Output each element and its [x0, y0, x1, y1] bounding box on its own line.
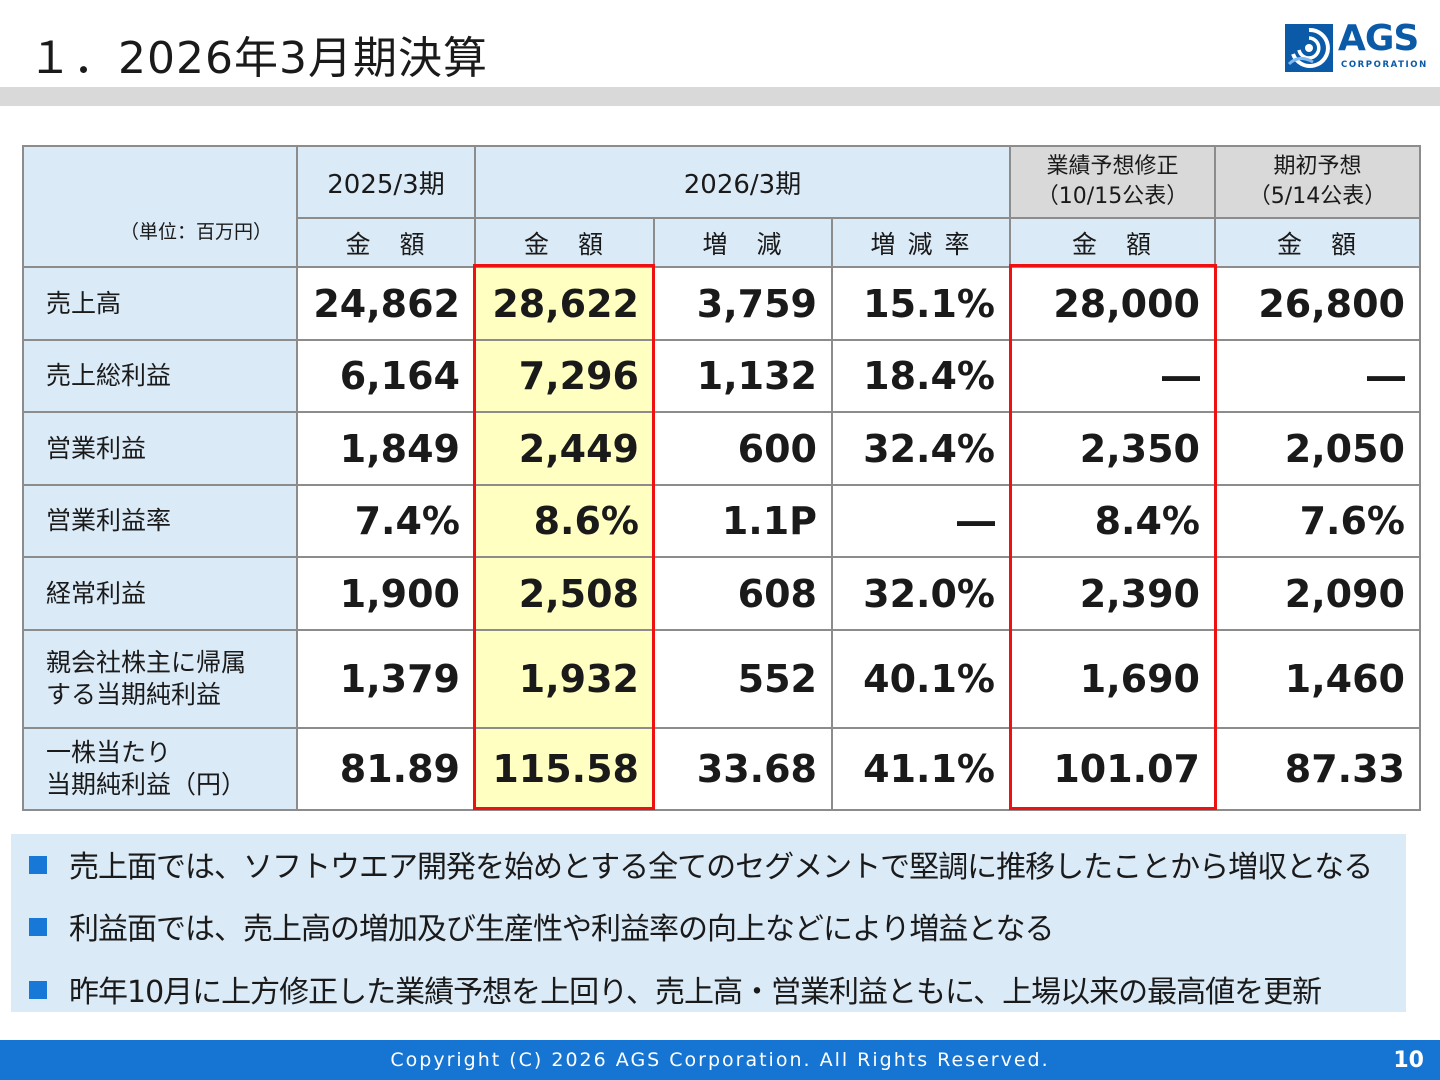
- row-label-line1: 一株当たり: [46, 738, 172, 767]
- value-initial: 2,050: [1214, 411, 1421, 486]
- sub-header-amount-revised: 金 額: [1009, 217, 1216, 268]
- row-label: 営業利益率: [22, 484, 298, 558]
- note-text: 売上面では、ソフトウエア開発を始めとする全てのセグメントで堅調に推移したことから…: [69, 850, 1373, 885]
- row-label: 経常利益: [22, 556, 298, 631]
- table-row: 売上高 24,862 28,622 3,759 15.1% 28,000 26,…: [22, 266, 1421, 341]
- revised-forecast-line1: 業績予想修正: [1046, 154, 1179, 179]
- initial-forecast-line1: 期初予想: [1273, 154, 1362, 179]
- value-prev: 1,379: [296, 629, 476, 729]
- copyright-text: Copyright (C) 2026 AGS Corporation. All …: [390, 1049, 1050, 1071]
- value-change: 608: [653, 556, 833, 631]
- table-row: 親会社株主に帰属 する当期純利益 1,379 1,932 552 40.1% 1…: [22, 629, 1421, 729]
- table-row: 営業利益 1,849 2,449 600 32.4% 2,350 2,050: [22, 411, 1421, 486]
- square-bullet-icon: [29, 856, 47, 874]
- value-rate: 32.0%: [831, 556, 1011, 631]
- value-curr: 28,622: [474, 266, 655, 341]
- title-underline-bar: [0, 87, 1440, 106]
- value-initial: 1,460: [1214, 629, 1421, 729]
- value-curr: 2,508: [474, 556, 655, 631]
- value-revised: 101.07: [1009, 727, 1216, 811]
- value-curr: 7,296: [474, 339, 655, 413]
- col-header-revised-forecast: 業績予想修正 （10/15公表）: [1009, 145, 1216, 219]
- value-revised: 2,390: [1009, 556, 1216, 631]
- page-number: 10: [1393, 1048, 1424, 1073]
- value-rate: 18.4%: [831, 339, 1011, 413]
- sub-header-amount-2025: 金 額: [296, 217, 476, 268]
- value-initial: 87.33: [1214, 727, 1421, 811]
- value-rate: 15.1%: [831, 266, 1011, 341]
- value-change: 3,759: [653, 266, 833, 341]
- revised-forecast-line2: （10/15公表）: [1036, 184, 1189, 209]
- table-row: 営業利益率 7.4% 8.6% 1.1P ― 8.4% 7.6%: [22, 484, 1421, 558]
- row-label-line2: 当期純利益（円）: [46, 770, 247, 799]
- value-change: 1,132: [653, 339, 833, 413]
- square-bullet-icon: [29, 981, 47, 999]
- list-item: 昨年10月に上方修正した業績予想を上回り、売上高・営業利益ともに、上場以来の最高…: [29, 967, 1322, 1011]
- note-text: 利益面では、売上高の増加及び生産性や利益率の向上などにより増益となる: [69, 912, 1054, 947]
- row-label: 営業利益: [22, 411, 298, 486]
- value-initial: 2,090: [1214, 556, 1421, 631]
- header-row-2: 金 額 金 額 増 減 増 減 率 金 額 金 額: [23, 217, 1421, 268]
- value-curr: 1,932: [474, 629, 655, 729]
- col-header-2026: 2026/3期: [474, 145, 1011, 219]
- value-change: 552: [653, 629, 833, 729]
- value-rate: ―: [831, 484, 1011, 558]
- unit-label: （単位：百万円）: [22, 145, 298, 268]
- row-label: 一株当たり 当期純利益（円）: [22, 727, 298, 811]
- value-prev: 7.4%: [296, 484, 476, 558]
- value-rate: 40.1%: [831, 629, 1011, 729]
- table-row: 一株当たり 当期純利益（円） 81.89 115.58 33.68 41.1% …: [22, 727, 1421, 811]
- sub-header-amount-initial: 金 額: [1214, 217, 1421, 268]
- value-prev: 24,862: [296, 266, 476, 341]
- footer-bar: Copyright (C) 2026 AGS Corporation. All …: [0, 1040, 1440, 1080]
- value-change: 1.1P: [653, 484, 833, 558]
- row-label: 売上高: [22, 266, 298, 341]
- col-header-initial-forecast: 期初予想 （5/14公表）: [1214, 145, 1421, 219]
- value-change: 33.68: [653, 727, 833, 811]
- value-curr: 2,449: [474, 411, 655, 486]
- value-initial: 26,800: [1214, 266, 1421, 341]
- list-item: 売上面では、ソフトウエア開発を始めとする全てのセグメントで堅調に推移したことから…: [29, 842, 1373, 886]
- row-label: 親会社株主に帰属 する当期純利益: [22, 629, 298, 729]
- value-prev: 1,900: [296, 556, 476, 631]
- row-label: 売上総利益: [22, 339, 298, 413]
- summary-notes-panel: 売上面では、ソフトウエア開発を始めとする全てのセグメントで堅調に推移したことから…: [11, 834, 1406, 1012]
- col-header-2025: 2025/3期: [296, 145, 476, 219]
- ags-logo-subtext: CORPORATION: [1341, 60, 1428, 70]
- sub-header-change: 増 減: [653, 217, 833, 268]
- value-curr: 8.6%: [474, 484, 655, 558]
- value-initial: 7.6%: [1214, 484, 1421, 558]
- table-row: 売上総利益 6,164 7,296 1,132 18.4% ― ―: [22, 339, 1421, 413]
- financial-results-table: （単位：百万円） 2025/3期 2026/3期 業績予想修正 （10/15公表…: [22, 145, 1421, 811]
- initial-forecast-line2: （5/14公表）: [1248, 184, 1387, 209]
- square-bullet-icon: [29, 918, 47, 936]
- value-prev: 6,164: [296, 339, 476, 413]
- value-prev: 1,849: [296, 411, 476, 486]
- list-item: 利益面では、売上高の増加及び生産性や利益率の向上などにより増益となる: [29, 904, 1054, 948]
- note-text: 昨年10月に上方修正した業績予想を上回り、売上高・営業利益ともに、上場以来の最高…: [69, 975, 1322, 1010]
- ags-logo-mark-icon: [1285, 24, 1333, 72]
- sub-header-amount-2026: 金 額: [474, 217, 655, 268]
- page-title: １．2026年3月期決算: [28, 33, 488, 84]
- ags-logo: AGS CORPORATION: [1285, 18, 1433, 72]
- value-revised: ―: [1009, 339, 1216, 413]
- sub-header-change-rate: 増 減 率: [831, 217, 1011, 268]
- ags-logo-text: AGS: [1338, 18, 1419, 59]
- value-prev: 81.89: [296, 727, 476, 811]
- row-label-line2: する当期純利益: [46, 680, 222, 709]
- value-revised: 8.4%: [1009, 484, 1216, 558]
- value-revised: 1,690: [1009, 629, 1216, 729]
- table-row: 経常利益 1,900 2,508 608 32.0% 2,390 2,090: [22, 556, 1421, 631]
- value-initial: ―: [1214, 339, 1421, 413]
- value-revised: 28,000: [1009, 266, 1216, 341]
- value-rate: 41.1%: [831, 727, 1011, 811]
- value-change: 600: [653, 411, 833, 486]
- value-rate: 32.4%: [831, 411, 1011, 486]
- value-revised: 2,350: [1009, 411, 1216, 486]
- header-row-1: （単位：百万円） 2025/3期 2026/3期 業績予想修正 （10/15公表…: [22, 145, 1421, 268]
- value-curr: 115.58: [474, 727, 655, 811]
- row-label-line1: 親会社株主に帰属: [46, 648, 247, 677]
